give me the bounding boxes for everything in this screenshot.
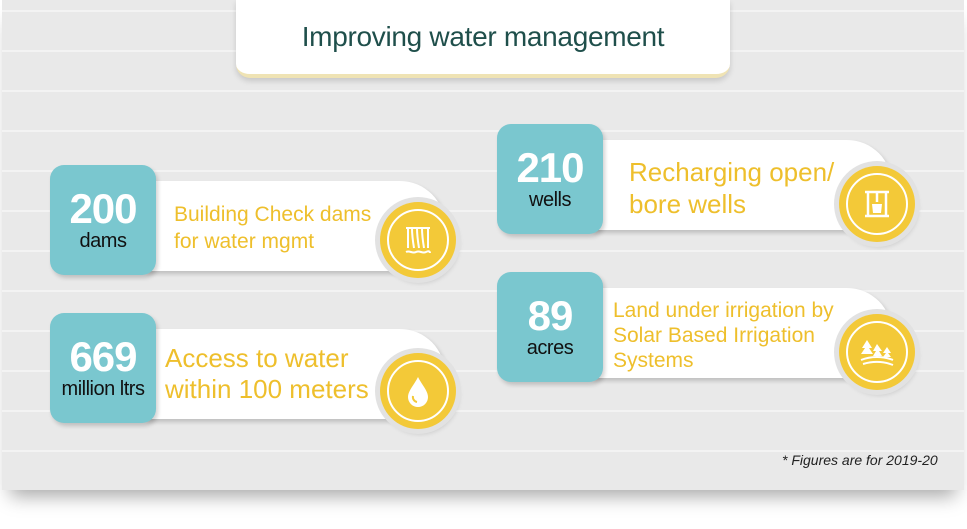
water-drop-icon (380, 353, 456, 429)
stat-card-dams: 200 dams Building Check dams for water m… (50, 165, 470, 280)
well-icon (839, 166, 915, 242)
stat-value: 210 (516, 144, 584, 191)
title-banner: Improving water management (236, 0, 730, 78)
stat-unit: acres (526, 337, 574, 359)
page-title: Improving water management (301, 21, 665, 52)
stat-value: 669 (69, 333, 137, 380)
stat-box: 669 million ltrs (50, 313, 156, 423)
stat-unit: million ltrs (61, 378, 145, 400)
stat-box: 200 dams (50, 165, 156, 275)
stat-description: Access to water within 100 meters (165, 343, 369, 404)
stat-box: 210 wells (497, 124, 603, 234)
dam-icon (380, 202, 456, 278)
stat-description: Building Check dams for water mgmt (174, 203, 372, 253)
stat-unit: dams (79, 230, 127, 252)
stat-card-wells: 210 wells Recharging open/ bore wells (497, 124, 917, 242)
stat-box: 89 acres (497, 272, 603, 382)
trees-field-icon (839, 314, 915, 390)
footnote: * Figures are for 2019-20 (782, 452, 938, 468)
stat-description: Land under irrigation by Solar Based Irr… (613, 299, 834, 372)
stat-card-solar-irrigation: 89 acres Land under irrigation by Solar … (497, 272, 917, 390)
stat-value: 89 (527, 292, 574, 339)
stat-card-water-access: 669 million ltrs Access to water within … (50, 313, 470, 429)
stat-description: Recharging open/ bore wells (629, 157, 835, 219)
stat-value: 200 (69, 185, 137, 232)
stat-unit: wells (529, 189, 571, 211)
